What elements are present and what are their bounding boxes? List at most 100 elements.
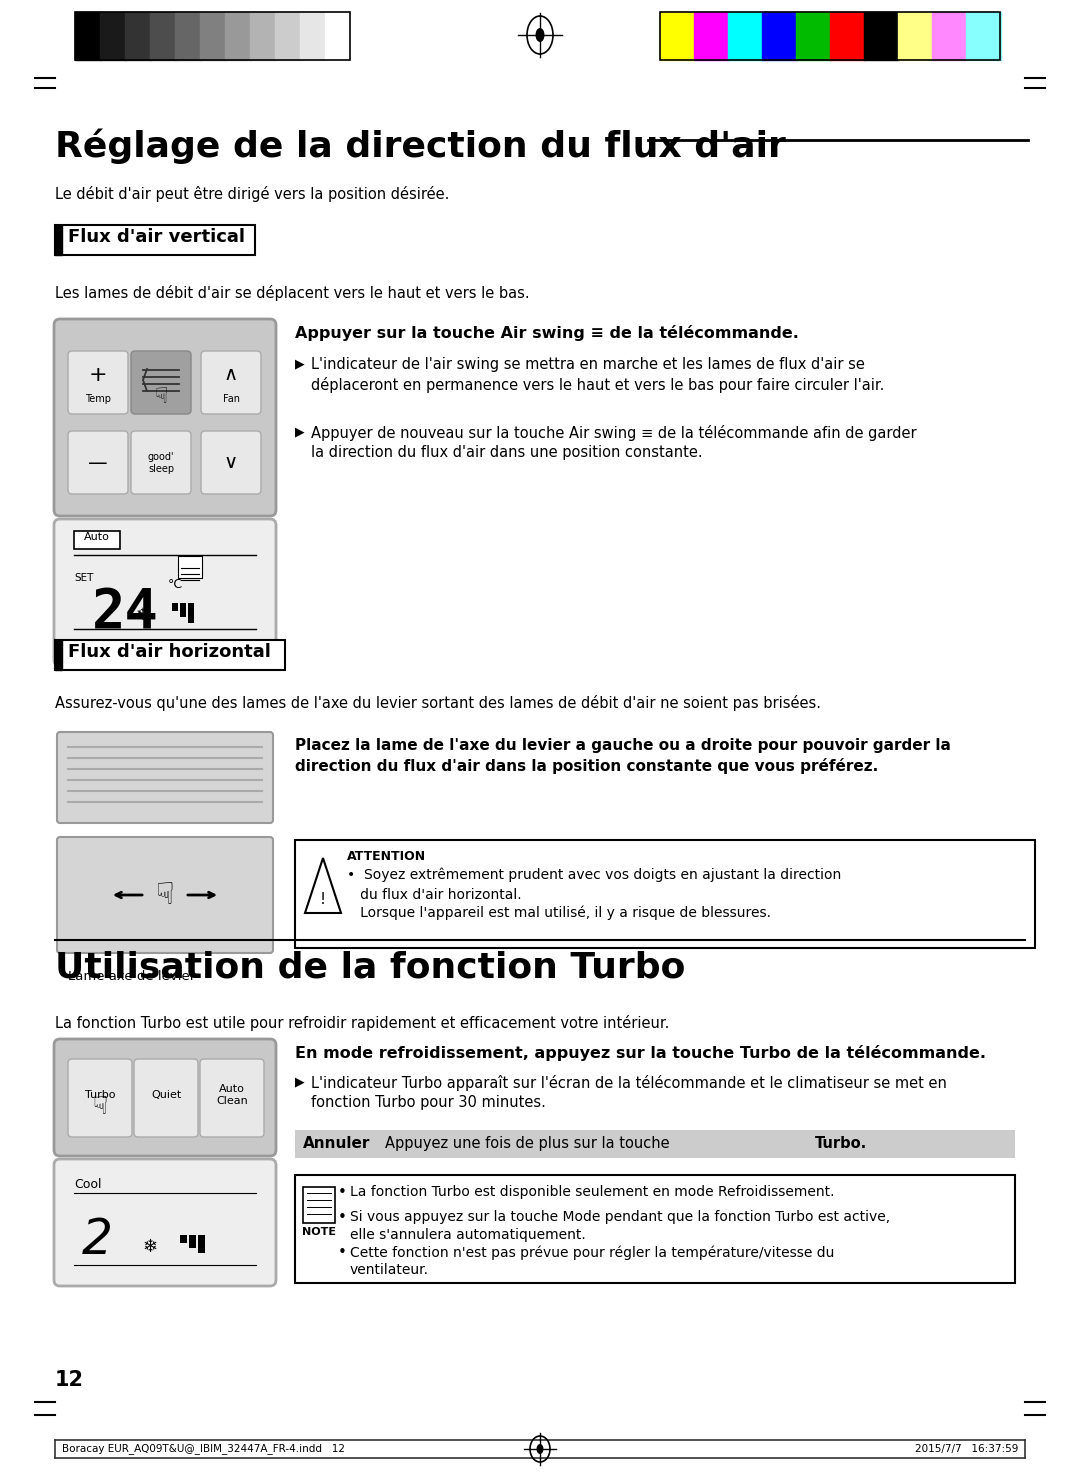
Bar	[966, 12, 1000, 61]
Text: Auto: Auto	[84, 531, 110, 542]
Text: —: —	[89, 453, 108, 472]
Text: Turbo.: Turbo.	[815, 1137, 867, 1151]
Text: Appuyer sur la touche Air swing ≡ de la télécommande.: Appuyer sur la touche Air swing ≡ de la …	[295, 325, 799, 341]
Text: elle s'annulera automatiquement.: elle s'annulera automatiquement.	[350, 1228, 585, 1241]
Bar	[198, 1235, 205, 1253]
FancyBboxPatch shape	[68, 1058, 132, 1137]
Text: Quiet: Quiet	[151, 1089, 181, 1100]
Bar	[864, 12, 899, 61]
Bar	[55, 224, 62, 255]
FancyBboxPatch shape	[201, 351, 261, 413]
Text: Temp: Temp	[85, 394, 111, 404]
Text: •: •	[338, 1185, 347, 1200]
Text: ❄: ❄	[143, 1238, 158, 1256]
Text: la direction du flux d'air dans une position constante.: la direction du flux d'air dans une posi…	[311, 444, 703, 461]
FancyBboxPatch shape	[201, 431, 261, 494]
Bar	[932, 12, 967, 61]
Bar	[175, 12, 201, 61]
FancyBboxPatch shape	[200, 1058, 264, 1137]
Text: Lame axe de levier: Lame axe de levier	[68, 970, 195, 983]
Bar	[728, 12, 762, 61]
FancyBboxPatch shape	[134, 1058, 198, 1137]
Bar	[150, 12, 175, 61]
Text: NOTE: NOTE	[302, 1227, 336, 1237]
Text: 2015/7/7   16:37:59: 2015/7/7 16:37:59	[915, 1444, 1018, 1454]
FancyBboxPatch shape	[57, 732, 273, 824]
Text: Le débit d'air peut être dirigé vers la position désirée.: Le débit d'air peut être dirigé vers la …	[55, 186, 449, 202]
Ellipse shape	[536, 28, 544, 41]
Text: good'
sleep: good' sleep	[148, 452, 174, 474]
Bar	[55, 224, 255, 255]
Text: •  Soyez extrêmement prudent avec vos doigts en ajustant la direction: • Soyez extrêmement prudent avec vos doi…	[347, 868, 841, 883]
Text: La fonction Turbo est utile pour refroidir rapidement et efficacement votre inté: La fonction Turbo est utile pour refroid…	[55, 1015, 670, 1032]
Text: L'indicateur de l'air swing se mettra en marche et les lames de flux d'air se: L'indicateur de l'air swing se mettra en…	[311, 357, 865, 372]
Bar	[180, 1235, 187, 1243]
Bar	[225, 12, 251, 61]
Text: ∧: ∧	[224, 366, 238, 385]
Text: ▶: ▶	[295, 1075, 305, 1088]
Bar	[796, 12, 831, 61]
Text: ATTENTION: ATTENTION	[347, 850, 427, 863]
Bar	[125, 12, 150, 61]
Text: Utilisation de la fonction Turbo: Utilisation de la fonction Turbo	[55, 951, 686, 984]
Text: ❄: ❄	[135, 607, 149, 624]
Bar	[295, 840, 1035, 948]
Text: Réglage de la direction du flux d'air: Réglage de la direction du flux d'air	[55, 128, 786, 164]
Bar	[660, 12, 694, 61]
Text: La fonction Turbo est disponible seulement en mode Refroidissement.: La fonction Turbo est disponible seuleme…	[350, 1185, 835, 1199]
FancyBboxPatch shape	[54, 1159, 276, 1286]
Text: Cette fonction n'est pas prévue pour régler la température/vitesse du: Cette fonction n'est pas prévue pour rég…	[350, 1244, 835, 1259]
Text: ☟: ☟	[156, 881, 174, 909]
FancyBboxPatch shape	[68, 431, 129, 494]
Text: •: •	[338, 1210, 347, 1225]
Bar	[249, 12, 275, 61]
Text: du flux d'air horizontal.: du flux d'air horizontal.	[347, 889, 522, 902]
Text: Placez la lame de l'axe du levier a gauche ou a droite pour pouvoir garder la: Placez la lame de l'axe du levier a gauc…	[295, 738, 950, 753]
Bar	[180, 604, 186, 617]
Text: SET: SET	[75, 573, 93, 583]
FancyBboxPatch shape	[54, 1039, 276, 1156]
Text: En mode refroidissement, appuyez sur la touche Turbo de la télécommande.: En mode refroidissement, appuyez sur la …	[295, 1045, 986, 1061]
Bar	[100, 12, 125, 61]
Text: Annuler: Annuler	[303, 1137, 370, 1151]
FancyBboxPatch shape	[54, 520, 276, 666]
Text: Flux d'air vertical: Flux d'air vertical	[68, 227, 245, 246]
Bar	[762, 12, 797, 61]
Bar	[660, 12, 1000, 61]
Text: •: •	[338, 1244, 347, 1261]
Bar	[200, 12, 226, 61]
Polygon shape	[305, 858, 341, 914]
Text: 12: 12	[55, 1370, 84, 1390]
FancyBboxPatch shape	[68, 351, 129, 413]
Bar	[295, 1131, 1015, 1159]
Text: Assurez-vous qu'une des lames de l'axe du levier sortant des lames de débit d'ai: Assurez-vous qu'une des lames de l'axe d…	[55, 695, 821, 711]
Text: 24: 24	[92, 586, 159, 639]
Text: Fan: Fan	[222, 394, 240, 404]
Text: Flux d'air horizontal: Flux d'air horizontal	[68, 644, 271, 661]
Bar	[275, 12, 300, 61]
Bar	[178, 556, 202, 579]
Text: ∨: ∨	[224, 453, 238, 472]
Text: °C: °C	[168, 579, 184, 592]
Bar	[188, 604, 194, 623]
Bar	[300, 12, 325, 61]
Text: Cool: Cool	[75, 1178, 102, 1191]
Text: ▶: ▶	[295, 425, 305, 438]
Bar	[55, 641, 62, 670]
Bar	[55, 641, 285, 670]
Text: ☟: ☟	[154, 387, 167, 407]
Text: Les lames de débit d'air se déplacent vers le haut et vers le bas.: Les lames de débit d'air se déplacent ve…	[55, 285, 529, 301]
FancyBboxPatch shape	[57, 837, 273, 953]
Bar	[303, 1187, 335, 1224]
Text: fonction Turbo pour 30 minutes.: fonction Turbo pour 30 minutes.	[311, 1095, 545, 1110]
Bar	[831, 12, 864, 61]
Bar	[325, 12, 351, 61]
Text: L'indicateur Turbo apparaît sur l'écran de la télécommande et le climatiseur se : L'indicateur Turbo apparaît sur l'écran …	[311, 1075, 947, 1091]
Text: Turbo: Turbo	[84, 1089, 116, 1100]
Text: +: +	[89, 365, 107, 385]
FancyBboxPatch shape	[54, 319, 276, 517]
Ellipse shape	[537, 1444, 543, 1454]
Text: Appuyez une fois de plus sur la touche: Appuyez une fois de plus sur la touche	[384, 1137, 674, 1151]
Bar	[75, 531, 120, 549]
Text: 2: 2	[82, 1216, 113, 1263]
